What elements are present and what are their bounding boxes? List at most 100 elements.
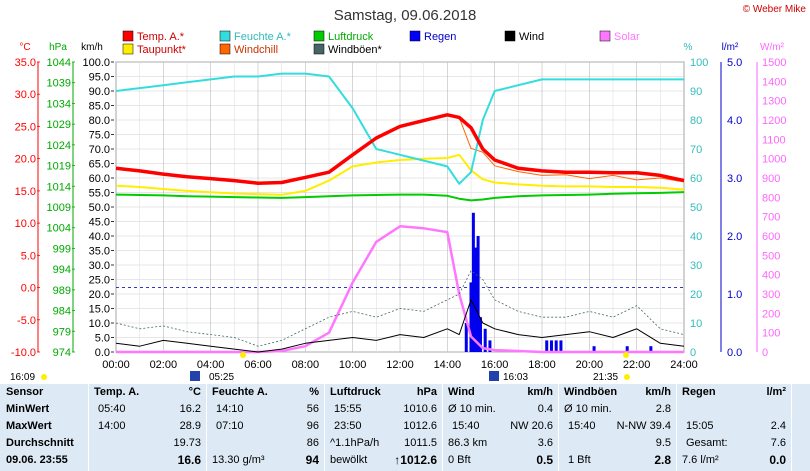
x-tick-label: 08:00 [292,359,320,371]
tick-label-rain: 5.0 [727,57,742,69]
tick-label-speed: 100.0 [82,57,110,69]
sun-time-label: 16:03 [503,372,528,383]
rain-bar [649,346,653,352]
stats-unit-gust: km/h [645,386,671,398]
tick-label-solar: 900 [762,173,780,185]
tick-label-temp: 20.0 [15,154,36,166]
stats-time: bewölkt [330,454,368,466]
tick-label-rain: 4.0 [727,115,742,127]
stats-col-temp: Temp. A. °C 05:40 16.2 14:00 28.9 19.73 16.… [90,384,205,471]
tick-label-rain: 0.0 [727,347,742,359]
tick-label-speed: 40.0 [89,231,110,243]
legend-label: Regen [424,31,456,43]
tick-label-pressure: 984 [53,306,71,318]
legend-swatch [599,30,611,42]
tick-label-pressure: 1014 [47,181,71,193]
x-tick-label: 06:00 [244,359,272,371]
stats-time: 14:10 [216,403,244,415]
tick-label-rain: 2.0 [727,231,742,243]
tick-label-temp: 0.0 [21,283,36,295]
stats-time: Gesamt: [686,437,728,449]
tick-label-speed: 5.0 [95,333,110,345]
stats-label: 09.06. 23:55 [6,454,68,466]
tick-label-speed: 25.0 [89,275,110,287]
tick-label-humidity: 0 [690,347,696,359]
stats-time: 05:40 [98,403,126,415]
stats-value: 2.4 [770,420,786,432]
tick-label-humidity: 90 [690,86,702,98]
x-tick-label: 02:00 [150,359,178,371]
tick-label-humidity: 30 [690,260,702,272]
stats-time: 13.30 g/m³ [212,454,265,466]
legend-swatch [122,30,134,42]
stats-header-pressure: Luftdruck [330,386,381,398]
stats-value: ↑1012.6 [394,453,437,467]
tick-label-pressure: 1024 [47,140,71,152]
stats-col-humidity: Feuchte A.% 14:10 56 07:10 96 86 13.30 g/m… [208,384,323,471]
sun-time-label: 21:35 [593,372,618,383]
axis-unit-temp: °C [19,42,30,53]
tick-label-temp: -5.0 [17,315,36,327]
tick-label-solar: 200 [762,308,780,320]
tick-label-humidity: 10 [690,318,702,330]
stats-value: 19.73 [173,437,201,449]
axis-unit-speed: km/h [81,42,103,53]
x-tick-label: 10:00 [339,359,367,371]
stats-unit-humidity: % [309,386,319,398]
rain-bar [625,346,629,352]
x-tick-label: 24:00 [670,359,698,371]
stats-col-wind: Wind km/h Ø 10 min. 0.4 15:40 NW 20.6 86.3 … [444,384,557,471]
tick-label-temp: -10.0 [11,347,36,359]
rain-bar [592,346,596,352]
rain-bar [545,340,549,352]
chart-plot [115,72,685,354]
tick-label-solar: 300 [762,289,780,301]
stats-time: 1 Bft [568,454,591,466]
series-line-wind [115,299,685,353]
rain-bar [469,282,473,352]
tick-label-speed: 95.0 [89,72,110,84]
sun-icon [624,374,630,380]
stats-value: 86 [306,437,319,449]
legend-label: Temp. A.* [137,31,185,43]
stats-time: 0 Bft [448,454,471,466]
chart-axes: °C hPa km/h% l/m² W/m² 35.0 30.0 25.0 20.0 15.0 10… [11,42,787,371]
tick-label-speed: 80.0 [89,115,110,127]
tick-label-solar: 600 [762,231,780,243]
tick-label-pressure: 994 [53,264,71,276]
tick-label-solar: 800 [762,192,780,204]
tick-label-pressure: 1039 [47,78,71,90]
stats-col-gust: Windböen km/h Ø 10 min. 2.8 15:40 N-NW 39.4… [560,384,675,471]
stats-mid: N-NW 39.4 [616,420,671,432]
tick-label-pressure: 1044 [47,57,71,69]
tick-label-speed: 60.0 [89,173,110,185]
tick-label-speed: 15.0 [89,304,110,316]
tick-label-speed: 70.0 [89,144,110,156]
stats-time: 23:50 [334,420,362,432]
tick-label-solar: 1200 [762,115,786,127]
tick-label-humidity: 60 [690,173,702,185]
x-tick-label: 16:00 [481,359,509,371]
stats-header-temp: Temp. A. [94,386,140,398]
rain-bar [474,247,478,352]
rain-bar [471,212,475,352]
series-line-feuchtea [115,72,684,185]
stats-value: 0.4 [537,403,553,415]
stats-time: 07:10 [216,420,244,432]
x-tick-label: 22:00 [623,359,651,371]
sun-time-label: 16:09 [10,372,35,383]
tick-label-speed: 30.0 [89,260,110,272]
tick-label-temp: 10.0 [15,218,36,230]
rain-bar [478,317,482,352]
tick-label-solar: 500 [762,250,780,262]
stats-col-rain: Regen l/m² 15:05 2.4 Gesamt: 7.6 7.6 l/m² 0.… [678,384,790,471]
tick-label-humidity: 50 [690,202,702,214]
legend-label: Feuchte A.* [234,31,292,43]
rain-bar [483,328,487,352]
weather-chart: Samstag, 09.06.2018 © Weber Mike Temp. A… [10,4,806,383]
stats-value: 56 [306,403,319,415]
tick-label-solar: 100 [762,328,780,340]
tick-label-humidity: 80 [690,115,702,127]
tick-label-humidity: 70 [690,144,702,156]
stats-label: MaxWert [6,420,52,432]
